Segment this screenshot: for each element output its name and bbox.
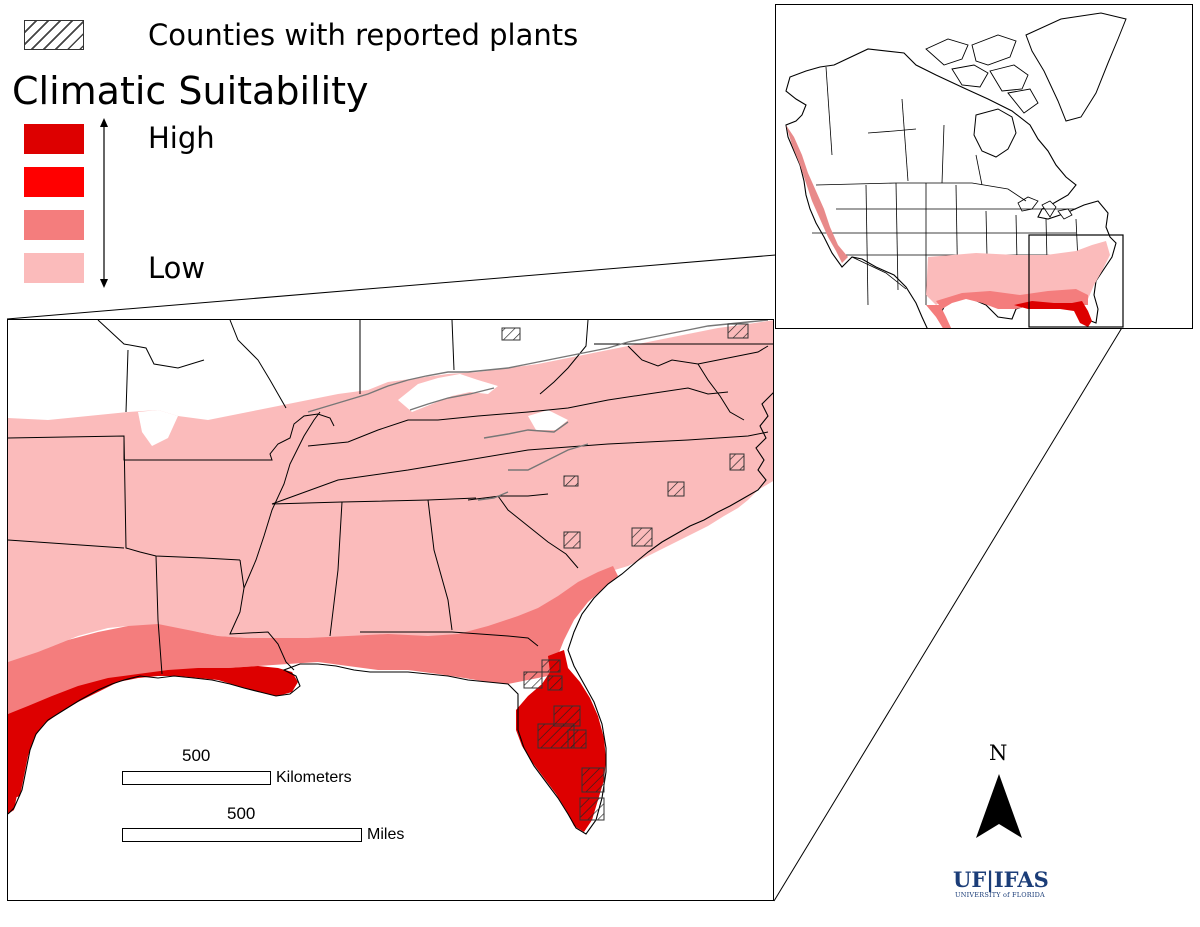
county-hatch <box>541 659 561 673</box>
inset-west-coast-band <box>786 125 848 263</box>
boundary-6 <box>229 559 295 671</box>
inset-mexico-band <box>926 305 952 328</box>
suitability-swatch-highest <box>24 124 84 154</box>
boundary-8 <box>329 501 343 637</box>
north-arrow-icon <box>976 774 1022 838</box>
boundary-18 <box>451 320 455 371</box>
boundary-7 <box>243 411 321 589</box>
inset-suitability-low <box>926 241 1110 305</box>
county-hatch <box>523 671 543 689</box>
county-hatch <box>553 705 581 727</box>
boundary-24 <box>697 363 745 421</box>
inset-suitability-high <box>1014 301 1092 327</box>
scale-bar-km <box>122 771 271 785</box>
inset-map-north-america <box>775 4 1193 329</box>
boundary-4 <box>8 539 125 549</box>
county-hatch <box>563 531 581 549</box>
double-arrow-icon <box>100 118 108 288</box>
appalachian-gaps <box>398 374 568 430</box>
scale-km-unit: Kilometers <box>276 769 352 786</box>
scale-km-value: 500 <box>182 746 211 765</box>
logo-main-text: UF|IFAS <box>953 867 1049 892</box>
greenland-shape <box>1025 12 1127 122</box>
boundary-2 <box>123 413 335 461</box>
counties-legend-label: Counties with reported plants <box>148 18 579 52</box>
suitability-swatch-medium <box>24 210 84 240</box>
county-hatch <box>727 323 749 339</box>
texas-coast-red <box>8 712 30 814</box>
suitability-swatch-high <box>24 167 84 197</box>
suitability-swatch-low <box>24 253 84 283</box>
boundary-14 <box>271 431 769 505</box>
main-map-southeast-us <box>7 319 774 901</box>
boundary-12 <box>467 493 549 501</box>
boundary-21 <box>97 320 205 369</box>
boundary-10 <box>427 499 453 631</box>
great-lakes <box>1017 196 1073 220</box>
suitability-low-zone <box>8 320 773 662</box>
boundary-15 <box>307 419 438 447</box>
county-hatch <box>729 453 745 471</box>
county-hatch <box>501 327 521 341</box>
boundary-19 <box>539 320 589 395</box>
reported-counties <box>501 323 749 821</box>
county-hatch <box>667 481 685 497</box>
boundary-3 <box>125 349 129 413</box>
county-hatch <box>563 475 579 487</box>
boundary-5 <box>155 555 163 675</box>
legend-low-label: Low <box>148 251 206 285</box>
logo-sub-text: UNIVERSITY of FLORIDA <box>955 891 1045 899</box>
scale-mi-value: 500 <box>227 804 256 823</box>
north-label: N <box>989 741 1008 765</box>
scale-mi-unit: Miles <box>367 826 405 843</box>
legend-high-label: High <box>148 121 215 155</box>
boundary-9 <box>271 497 477 505</box>
arctic-islands <box>925 34 1039 114</box>
county-hatch <box>567 729 587 749</box>
scale-bar-miles <box>122 828 362 842</box>
county-hatch <box>581 767 605 793</box>
county-hatch <box>579 797 605 821</box>
west-gap <box>138 410 178 446</box>
legend-title: Climatic Suitability <box>12 69 369 113</box>
uf-ifas-logo: UF|IFAS UNIVERSITY of FLORIDA <box>953 867 1049 900</box>
boundary-11 <box>360 631 539 647</box>
county-hatch <box>631 527 653 547</box>
gulf-coastline <box>8 392 773 835</box>
boundary-16 <box>437 387 729 421</box>
hatch-legend-swatch <box>24 20 84 50</box>
inset-zoom-box <box>1028 234 1124 328</box>
suitability-northern-edge <box>307 320 769 501</box>
suitability-medium-zone <box>8 566 618 714</box>
boundary-13 <box>497 495 579 569</box>
boundary-22 <box>229 320 287 409</box>
county-hatch <box>547 675 563 691</box>
hudson-bay <box>973 108 1017 158</box>
